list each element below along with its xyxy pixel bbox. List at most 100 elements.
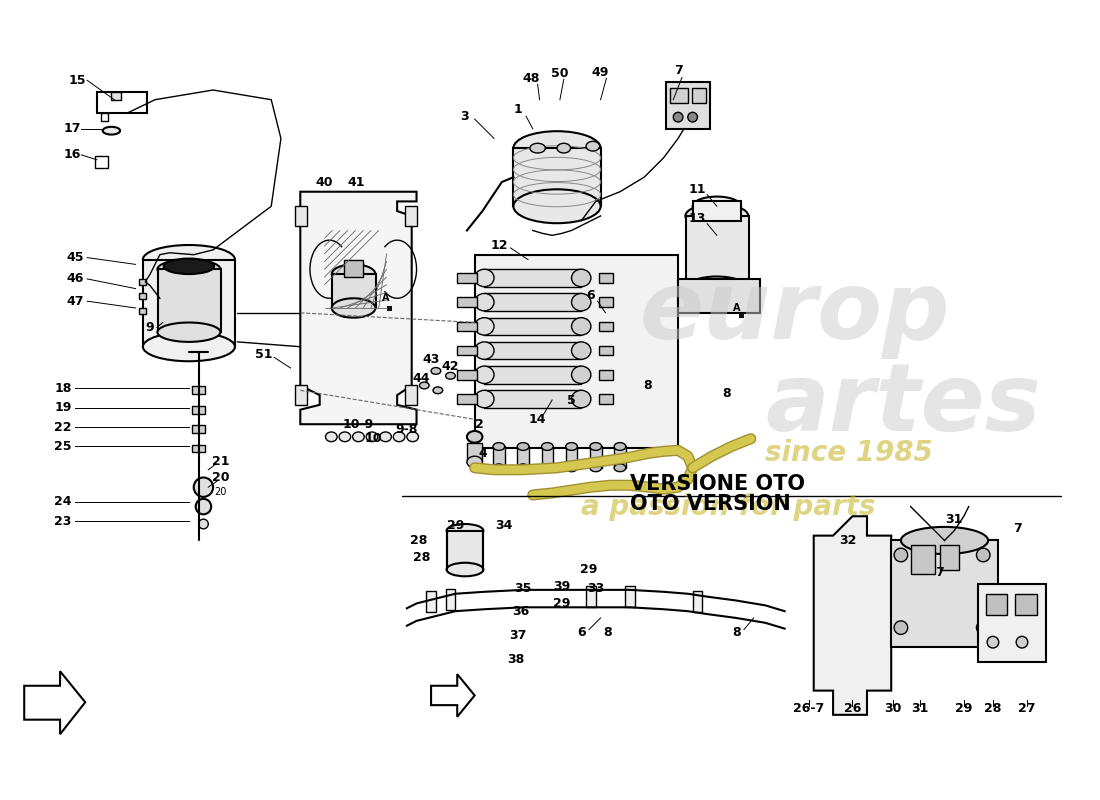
Text: 1: 1	[514, 103, 522, 116]
Bar	[517, 446, 529, 468]
Text: 8: 8	[723, 386, 730, 400]
Ellipse shape	[475, 342, 494, 359]
Text: 39: 39	[553, 581, 571, 594]
Ellipse shape	[590, 442, 602, 450]
Bar	[446, 589, 455, 610]
Ellipse shape	[557, 143, 571, 153]
Text: 6: 6	[576, 626, 585, 639]
Ellipse shape	[157, 259, 220, 279]
Bar	[139, 294, 146, 299]
Ellipse shape	[693, 197, 741, 216]
Text: 49: 49	[592, 66, 609, 79]
Bar	[891, 541, 998, 647]
Bar	[614, 446, 626, 468]
Text: 10-9: 10-9	[343, 418, 374, 430]
Bar	[191, 386, 206, 394]
Text: 23: 23	[54, 514, 72, 527]
Bar	[458, 298, 476, 307]
Text: 10: 10	[364, 432, 382, 446]
Text: 9: 9	[146, 321, 154, 334]
Ellipse shape	[407, 432, 418, 442]
Bar	[739, 313, 744, 318]
Ellipse shape	[157, 322, 220, 342]
Text: 20: 20	[212, 471, 230, 484]
Ellipse shape	[493, 464, 505, 472]
Bar	[670, 88, 688, 102]
Ellipse shape	[433, 387, 442, 394]
Text: 47: 47	[67, 294, 85, 308]
Bar	[565, 446, 578, 468]
Circle shape	[977, 621, 990, 634]
Ellipse shape	[517, 442, 529, 450]
Bar	[139, 308, 146, 314]
Ellipse shape	[475, 366, 494, 383]
Circle shape	[196, 499, 211, 514]
Text: 9-8: 9-8	[396, 422, 418, 435]
Ellipse shape	[614, 442, 626, 450]
Text: a passion for parts: a passion for parts	[581, 493, 876, 521]
Ellipse shape	[326, 432, 337, 442]
Bar	[111, 92, 121, 100]
Ellipse shape	[353, 432, 364, 442]
Bar	[484, 342, 581, 359]
Bar	[191, 406, 206, 414]
Bar	[484, 318, 581, 335]
Ellipse shape	[514, 190, 601, 223]
Circle shape	[194, 478, 213, 497]
Ellipse shape	[332, 264, 375, 284]
Text: 37: 37	[509, 629, 527, 642]
Bar	[678, 279, 760, 313]
Text: 31: 31	[912, 702, 930, 714]
Text: 19: 19	[54, 402, 72, 414]
Bar	[158, 270, 221, 332]
Text: 28: 28	[410, 534, 427, 547]
Text: 6: 6	[586, 289, 595, 302]
Circle shape	[199, 519, 208, 529]
Text: OTO VERSION: OTO VERSION	[629, 494, 791, 514]
Bar	[685, 216, 749, 289]
Bar	[598, 298, 613, 307]
Text: artes: artes	[766, 359, 1042, 451]
Text: 31: 31	[946, 513, 962, 526]
Text: 29: 29	[955, 702, 972, 714]
Ellipse shape	[541, 442, 553, 450]
Bar	[344, 259, 363, 277]
Ellipse shape	[447, 524, 483, 538]
Bar	[405, 386, 417, 405]
Bar	[598, 394, 613, 404]
Ellipse shape	[565, 464, 578, 472]
Bar	[586, 586, 596, 607]
Bar	[447, 530, 483, 570]
Ellipse shape	[447, 562, 483, 576]
Bar	[911, 546, 935, 574]
Text: 38: 38	[507, 653, 524, 666]
Bar	[332, 274, 376, 308]
Text: 7: 7	[935, 566, 944, 579]
Text: 18: 18	[54, 382, 72, 395]
Ellipse shape	[514, 131, 601, 165]
Bar	[514, 148, 601, 206]
Text: 13: 13	[689, 212, 706, 226]
Text: 29: 29	[447, 519, 464, 533]
Text: 46: 46	[67, 273, 85, 286]
Text: 28: 28	[984, 702, 1002, 714]
Text: 29: 29	[553, 597, 571, 610]
Bar	[143, 259, 235, 346]
Bar	[625, 586, 635, 607]
Text: 3: 3	[461, 110, 470, 122]
Text: A: A	[382, 294, 389, 303]
Text: VERSIONE OTO: VERSIONE OTO	[629, 474, 805, 494]
Bar	[484, 366, 581, 383]
Text: 34: 34	[495, 519, 513, 533]
Bar	[1015, 594, 1036, 615]
Text: 16: 16	[64, 149, 81, 162]
Bar	[986, 594, 1008, 615]
Bar	[692, 88, 706, 102]
Text: 27: 27	[1019, 702, 1035, 714]
Polygon shape	[300, 192, 417, 424]
Text: 43: 43	[422, 353, 440, 366]
Ellipse shape	[332, 298, 375, 318]
Text: 35: 35	[515, 582, 531, 595]
Bar	[458, 370, 476, 380]
Bar	[484, 390, 581, 408]
